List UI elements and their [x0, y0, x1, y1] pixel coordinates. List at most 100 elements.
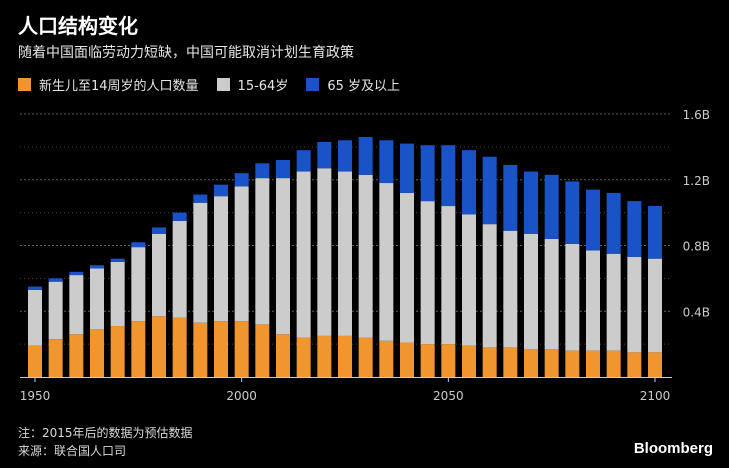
bar-segment-working-age [28, 289, 42, 346]
legend-swatch-children [18, 78, 31, 91]
bar-segment-elderly [503, 164, 518, 231]
bar-segment-elderly [317, 141, 332, 169]
bar-segment-elderly [152, 227, 166, 234]
population-stacked-bar-chart: 0.4B 0.8B 1.2B 1.6B 1950 2000 2050 2100 [20, 108, 710, 403]
bar-segment-working-age [441, 206, 456, 345]
bar-segment-elderly [606, 192, 621, 254]
bar-segment-children [234, 321, 249, 377]
footnote-source: 来源：联合国人口司 [18, 444, 127, 458]
bar-segment-working-age [69, 275, 84, 335]
bar-segment-working-age [358, 174, 373, 338]
bar-segment-children [400, 342, 414, 377]
x-tick-label: 2000 [226, 389, 257, 403]
bar-segment-elderly [524, 171, 538, 234]
bar-segment-children [317, 335, 332, 377]
bar-segment-children [586, 350, 600, 377]
bar-segment-working-age [400, 192, 414, 343]
bar-segment-working-age [131, 247, 146, 322]
bar-segment-working-age [338, 171, 352, 336]
bar-segment-children [152, 316, 166, 377]
bar-segment-elderly [28, 286, 42, 290]
bar-segment-elderly [627, 201, 642, 258]
bar-segment-elderly [131, 242, 146, 248]
page-subtitle: 随着中国面临劳动力短缺，中国可能取消计划生育政策 [18, 45, 354, 61]
legend-item-working-age: 15-64岁 [216, 75, 289, 94]
bar-segment-elderly [110, 258, 125, 262]
bar-segment-children [441, 344, 456, 377]
bar-segment-children [606, 350, 621, 377]
bar-segment-working-age [544, 238, 559, 350]
bar-segment-elderly [565, 181, 580, 244]
bar-segment-children [193, 322, 208, 377]
x-tick-label: 2050 [433, 389, 464, 403]
chart-legend: 新生儿至14周岁的人口数量 15-64岁 65 岁及以上 [18, 75, 418, 94]
bar-segment-children [524, 349, 538, 377]
bar-segment-elderly [193, 194, 208, 203]
legend-label-working-age: 15-64岁 [237, 79, 289, 94]
bar-segment-working-age [214, 196, 228, 322]
bar-segment-elderly [69, 271, 84, 276]
legend-swatch-working-age [216, 78, 230, 91]
bar-segment-working-age [586, 250, 600, 351]
bar-segment-working-age [193, 202, 208, 323]
bar-segment-children [338, 335, 352, 377]
bar-segment-working-age [420, 201, 435, 345]
bar-segment-working-age [296, 171, 311, 338]
bar-segment-elderly [482, 156, 497, 225]
bar-segment-children [544, 349, 559, 377]
x-tick-label: 2100 [640, 389, 671, 403]
y-tick-label: 0.8B [683, 240, 710, 254]
bar-segment-children [48, 339, 63, 377]
bar-segment-working-age [276, 178, 290, 335]
legend-item-children: 新生儿至14周岁的人口数量 [18, 75, 199, 94]
bar-segment-children [565, 350, 580, 377]
bloomberg-logo: Bloomberg [633, 440, 713, 457]
bar-segment-working-age [255, 178, 270, 325]
bar-segment-working-age [317, 168, 332, 336]
bar-segment-elderly [172, 212, 187, 221]
footnote-estimate: 注：2015年后的数据为预估数据 [18, 426, 193, 440]
bar-segment-working-age [524, 233, 538, 350]
bar-segment-working-age [648, 258, 662, 353]
bar-segment-children [648, 352, 662, 377]
bar-segment-children [462, 345, 476, 377]
bar-segment-elderly [441, 145, 456, 207]
bar-segment-working-age [110, 261, 125, 327]
bar-segment-children [420, 344, 435, 377]
bar-segment-working-age [90, 268, 104, 330]
bar-segment-working-age [462, 214, 476, 346]
bar-segment-children [358, 337, 373, 377]
bar-segment-elderly [420, 145, 435, 202]
bar-segment-elderly [358, 137, 373, 175]
bar-segment-elderly [214, 184, 228, 197]
bar-segment-children [276, 334, 290, 377]
bar-segment-elderly [544, 174, 559, 239]
bar-segment-working-age [482, 224, 497, 348]
bar-segment-children [28, 345, 42, 377]
bar-segment-working-age [565, 243, 580, 351]
bar-segment-elderly [586, 189, 600, 251]
bar-segment-working-age [152, 233, 166, 317]
legend-item-elderly: 65 岁及以上 [306, 75, 400, 94]
bar-segment-children [296, 337, 311, 377]
legend-label-elderly: 65 岁及以上 [327, 79, 401, 94]
bar-segment-children [131, 321, 146, 377]
bar-segment-elderly [234, 173, 249, 187]
y-tick-label: 1.2B [683, 174, 710, 188]
bar-segment-children [482, 347, 497, 377]
bar-segment-working-age [627, 257, 642, 353]
y-tick-label: 0.4B [683, 305, 710, 319]
bar-segment-children [503, 347, 518, 377]
bar-segment-working-age [172, 220, 187, 318]
legend-swatch-elderly [306, 78, 320, 91]
bar-segment-working-age [606, 253, 621, 351]
bar-segment-working-age [379, 183, 394, 341]
y-tick-label: 1.6B [683, 108, 710, 122]
bar-segment-elderly [296, 150, 311, 172]
bar-segment-children [110, 326, 125, 377]
bar-segment-children [69, 334, 84, 377]
bar-segment-elderly [90, 265, 104, 269]
bar-segment-working-age [234, 186, 249, 322]
x-tick-label: 1950 [20, 389, 51, 403]
legend-label-children: 新生儿至14周岁的人口数量 [39, 79, 199, 94]
